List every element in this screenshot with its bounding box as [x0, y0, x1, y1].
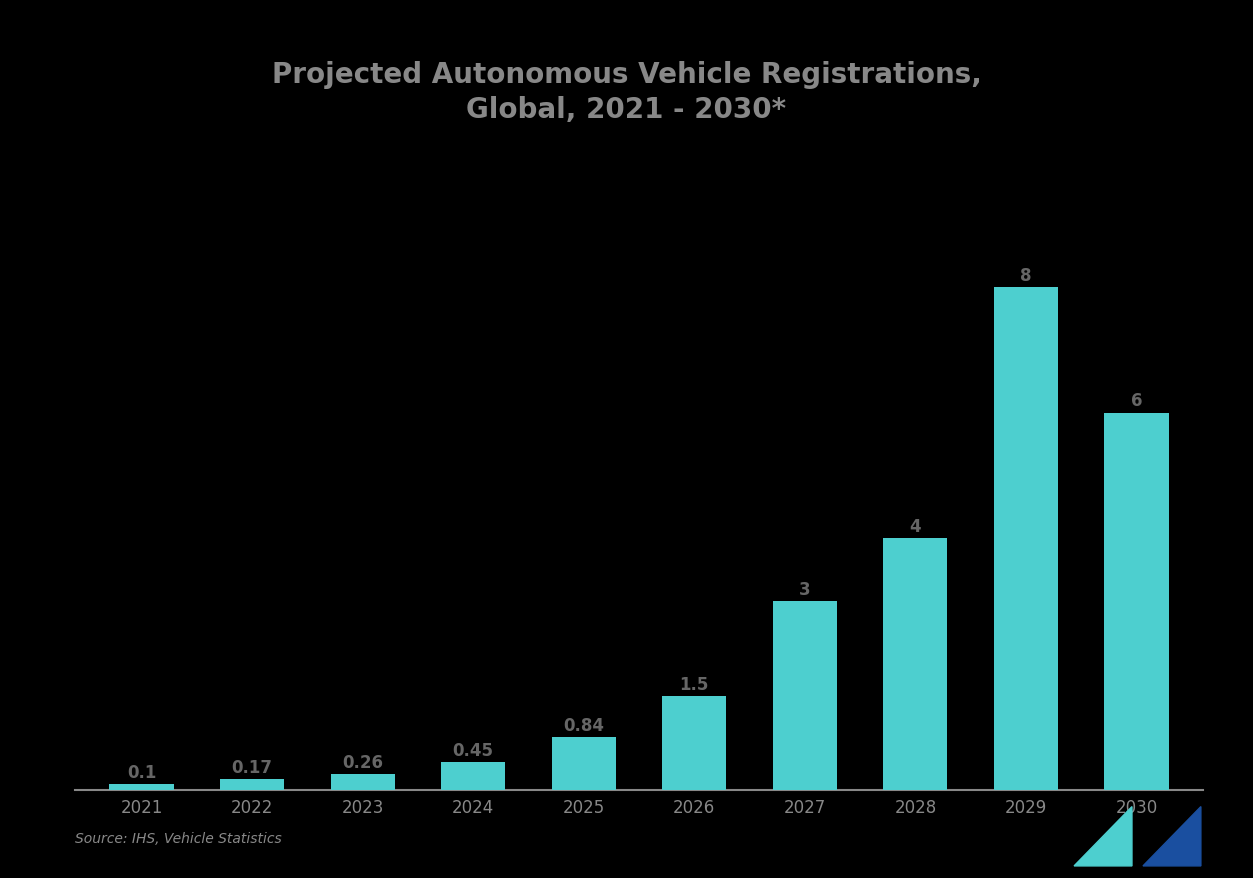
- Polygon shape: [1143, 807, 1200, 866]
- Text: 0.84: 0.84: [564, 716, 604, 734]
- Text: 4: 4: [910, 518, 921, 536]
- Text: 8: 8: [1020, 266, 1031, 284]
- Text: 0.45: 0.45: [452, 741, 494, 759]
- Bar: [773, 601, 837, 790]
- Text: 3: 3: [799, 580, 811, 599]
- Text: Source: IHS, Vehicle Statistics: Source: IHS, Vehicle Statistics: [75, 831, 282, 846]
- Text: 6: 6: [1130, 392, 1143, 410]
- Polygon shape: [1074, 807, 1131, 866]
- Bar: [221, 780, 284, 790]
- Text: 0.26: 0.26: [342, 752, 383, 771]
- Text: Projected Autonomous Vehicle Registrations,: Projected Autonomous Vehicle Registratio…: [272, 61, 981, 89]
- Bar: [109, 784, 174, 790]
- Bar: [551, 738, 615, 790]
- Bar: [441, 762, 505, 790]
- Text: Global, 2021 - 2030*: Global, 2021 - 2030*: [466, 96, 787, 124]
- Text: 1.5: 1.5: [679, 675, 709, 693]
- Text: 0.1: 0.1: [127, 763, 157, 781]
- Bar: [1104, 414, 1169, 790]
- Bar: [994, 287, 1058, 790]
- Text: 0.17: 0.17: [232, 759, 273, 776]
- Bar: [331, 774, 395, 790]
- Bar: [883, 539, 947, 790]
- Bar: [663, 696, 727, 790]
